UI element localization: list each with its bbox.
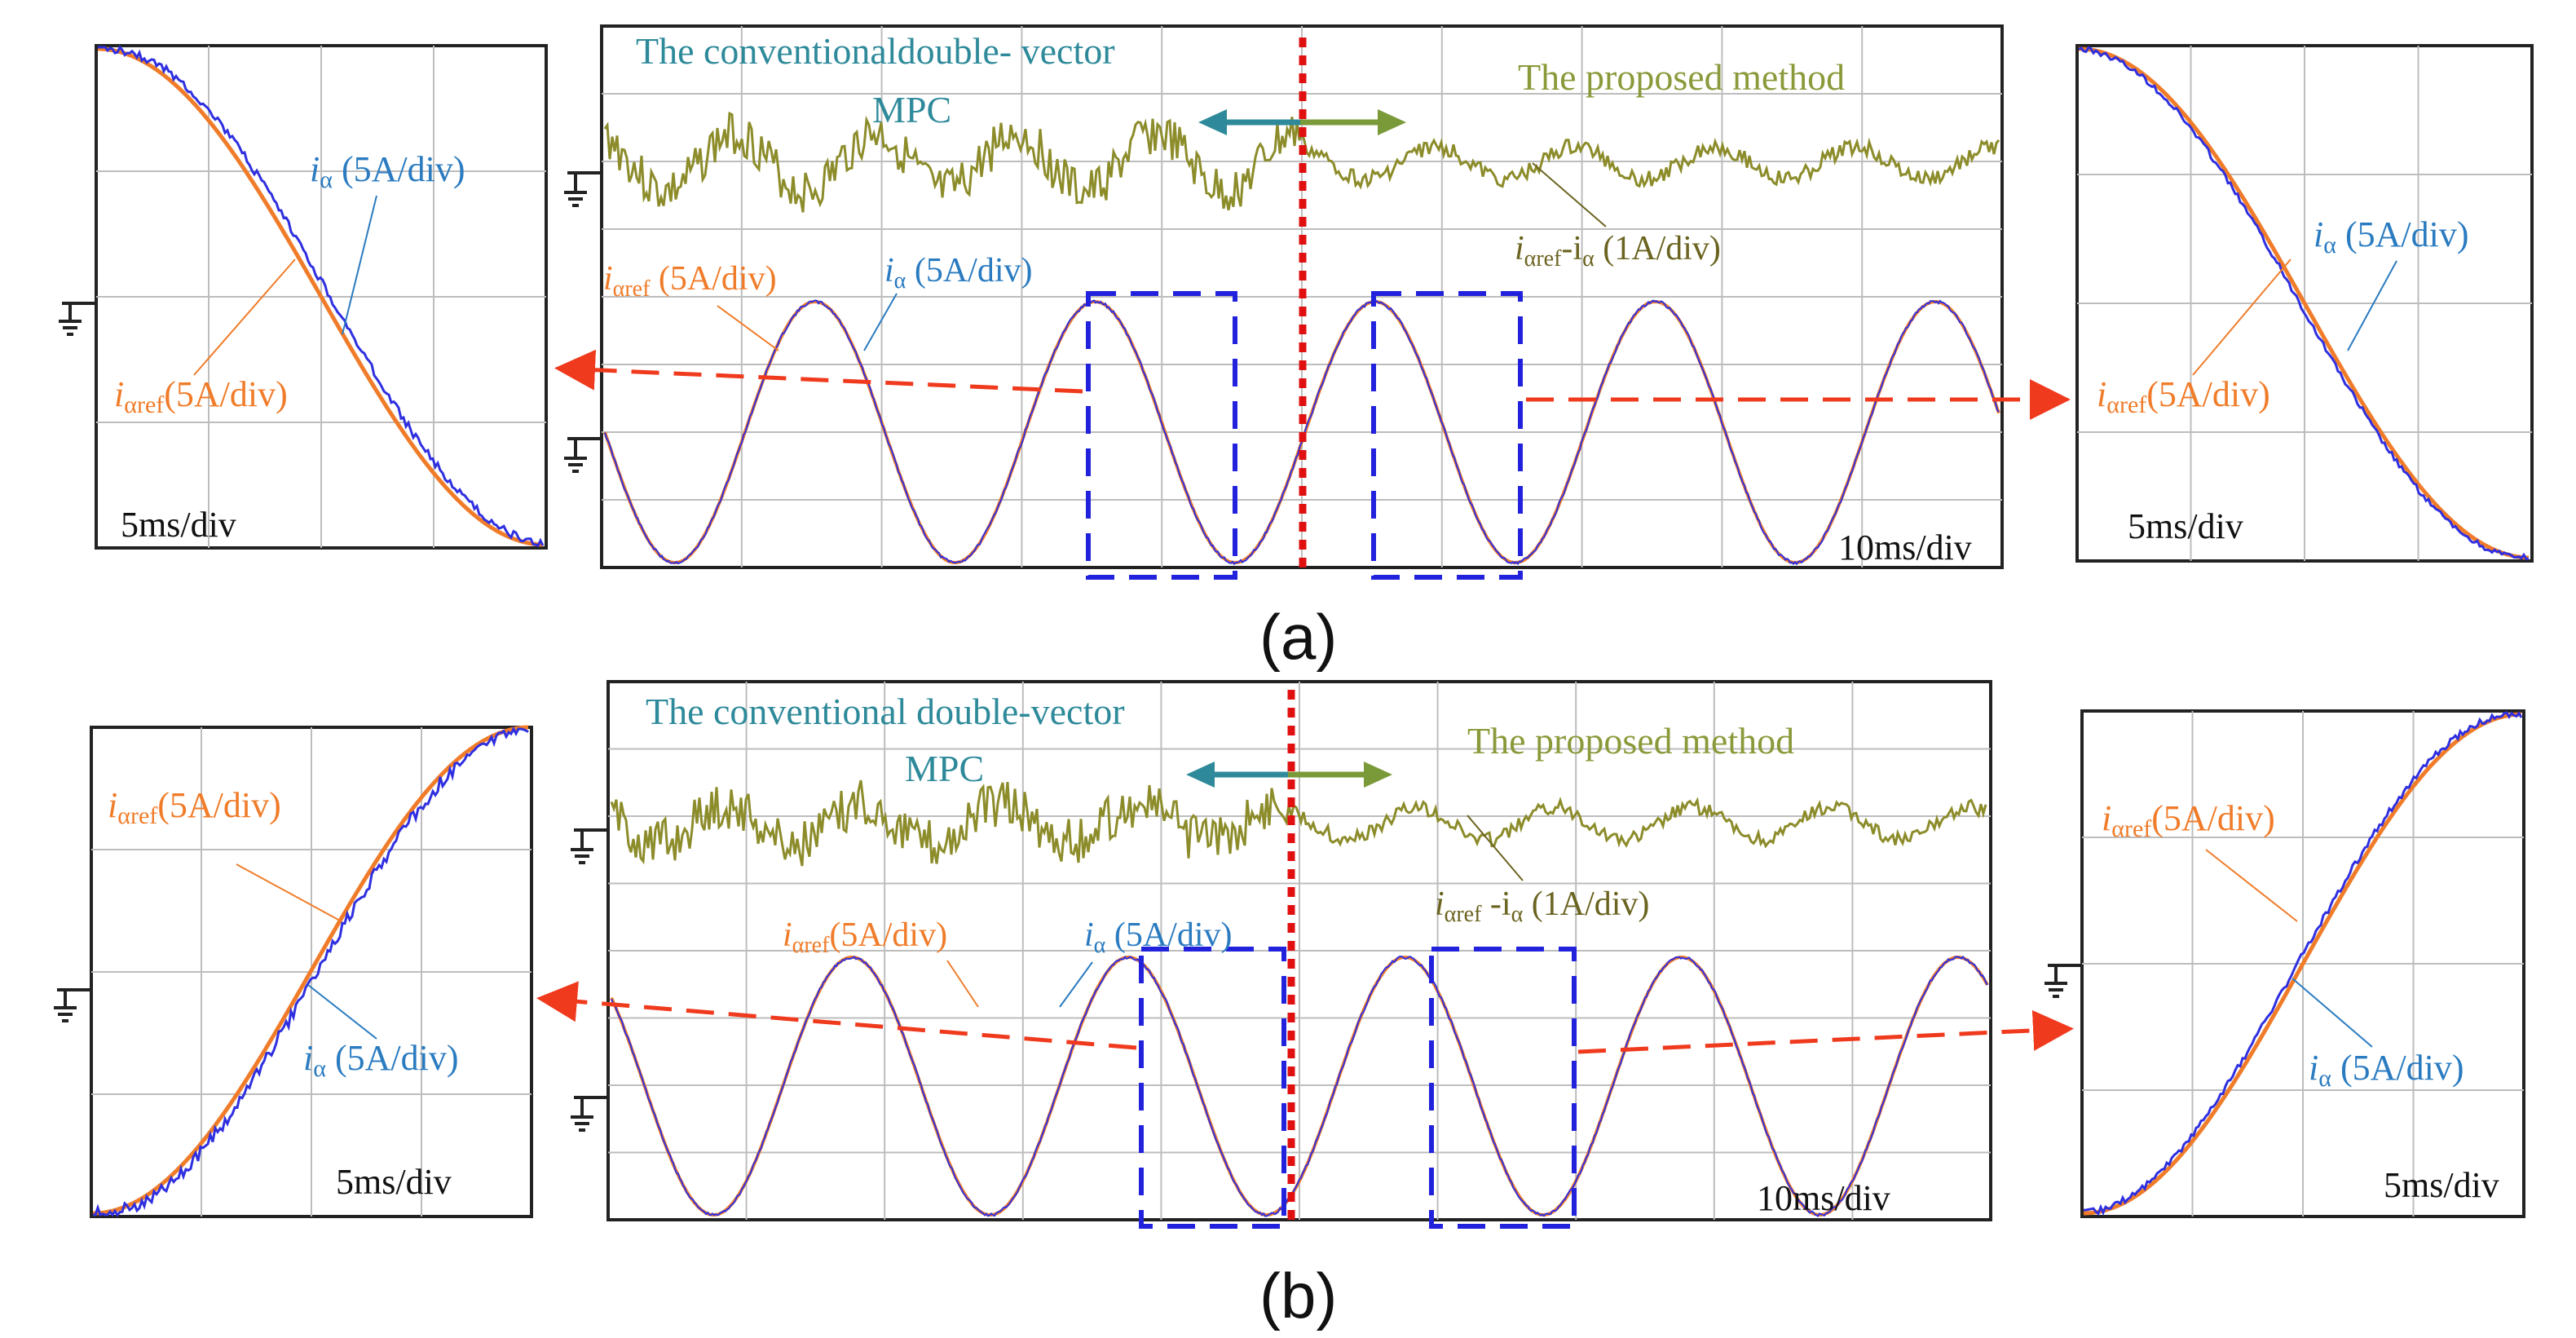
panel-b-zoom-box-right (1429, 947, 1577, 1229)
caption-b: (b) (1259, 1260, 1337, 1331)
panel-a-zoom-right-ialpha-trace (2078, 46, 2529, 560)
panel-b-main-timescale: 10ms/div (1757, 1178, 1890, 1218)
panel-a-ground-icon-current (564, 437, 602, 473)
panel-a-zoom-right-timescale: 5ms/div (2128, 506, 2243, 546)
panel-b-zoom-right-iref-leader (2205, 849, 2298, 922)
panel-b-title-conventional: The conventional double-vector (646, 691, 1125, 732)
panel-a-main-scope: The conventionaldouble- vector MPC The p… (564, 24, 2004, 580)
panel-a-zoom-left-iref-label: iαref(5A/div) (114, 374, 288, 418)
panel-a-ialpha-leader (863, 293, 898, 351)
panel-a: The conventionaldouble- vector MPC The p… (59, 24, 2534, 673)
panel-a-zoom-right-ialpha-label: iα (5A/div) (2314, 214, 2468, 258)
panel-b-ialpha-label: iα (5A/div) (1084, 916, 1233, 958)
panel-b-zoom-left-timescale: 5ms/div (336, 1162, 452, 1202)
panel-a-title-proposed: The proposed method (1518, 56, 1845, 98)
panel-b-title-proposed: The proposed method (1467, 720, 1794, 762)
panel-a-error-label: iαref-iα (1A/div) (1515, 230, 1721, 272)
panel-b-title-conventional-line2: MPC (905, 748, 984, 789)
panel-b-zoom-left-iref-leader (236, 863, 339, 921)
panel-a-ialpha-label: iα (5A/div) (884, 252, 1033, 294)
panel-a-title-conventional-line2: MPC (872, 89, 951, 130)
panel-a-ground-icon-error (564, 171, 602, 207)
panel-a-title-conventional: The conventionaldouble- vector (636, 30, 1115, 72)
panel-b-zoom-right-ialpha-trace (2083, 711, 2523, 1216)
panel-b-zoom-right-ialpha-leader (2291, 978, 2373, 1048)
panel-a-zoom-right-iref-trace (2079, 46, 2530, 560)
panel-b-zoom-right-grid (2082, 711, 2524, 1217)
panel-b-zoom-left-ialpha-label: iα (5A/div) (303, 1038, 458, 1082)
panel-b-zoom-right: iαref(5A/div) iα (5A/div) 5ms/div (2044, 709, 2525, 1218)
panel-b-method-arrow (1186, 762, 1392, 788)
panel-b-zoom-left-iref-trace (93, 725, 529, 1216)
panel-b-zoom-left-iref-label: iαref(5A/div) (108, 785, 281, 829)
panel-a-zoom-right-iref-label: iαref(5A/div) (2097, 374, 2270, 418)
panel-b-zoom-box-left (1139, 947, 1286, 1229)
panel-b-zoom-left-ialpha-trace (93, 726, 529, 1217)
panel-b-zoom-right-iref-label: iαref(5A/div) (2102, 798, 2275, 842)
panel-a-zoom-left-ialpha-leader (342, 195, 377, 335)
panel-b-iref-label: iαref(5A/div) (783, 916, 947, 958)
panel-b-error-leader (1467, 815, 1524, 881)
panel-b-zoom-right-timescale: 5ms/div (2384, 1165, 2499, 1205)
panel-a-zoom-left-ialpha-trace (98, 45, 545, 548)
panel-a-zoom-left-ialpha-label: iα (5A/div) (310, 149, 465, 193)
panel-b-main-scope: The conventional double-vector MPC The p… (571, 680, 1992, 1229)
panel-a-method-arrow (1198, 109, 1406, 135)
panel-b-zoom-left-ground-icon (54, 988, 91, 1022)
panel-b-zoom-left: iαref(5A/div) iα (5A/div) 5ms/div (54, 725, 533, 1218)
panel-a-main-timescale: 10ms/div (1838, 528, 1972, 567)
panel-b-iref-leader (946, 960, 979, 1008)
panel-b-arrow-to-left-zoom (536, 981, 1137, 1050)
panel-b-error-trace (610, 779, 1987, 867)
panel-a-zoom-left: iα (5A/div) iαref(5A/div) 5ms/div (59, 44, 548, 550)
panel-b-ground-icon-error (571, 828, 608, 864)
panel-b-ground-icon-current (571, 1096, 608, 1132)
panel-a-zoom-left-iref-leader (193, 258, 296, 376)
panel-a-iref-leader (717, 305, 779, 351)
panel-a-zoom-right-iref-leader (2192, 258, 2291, 376)
panel-b-ialpha-trace (611, 955, 1988, 1217)
panel-b-zoom-right-ialpha-label: iα (5A/div) (2309, 1048, 2464, 1092)
panel-a-zoom-left-iref-trace (98, 46, 544, 547)
panel-b-arrow-to-right-zoom (1577, 1009, 2074, 1054)
panel-a-zoom-right-ialpha-leader (2347, 260, 2397, 351)
panel-b-error-label: iαref -iα (1A/div) (1435, 885, 1649, 927)
panel-b-ialpha-leader (1059, 961, 1093, 1008)
panel-b-zoom-left-ialpha-leader (307, 984, 377, 1040)
panel-b-zoom-right-iref-trace (2084, 712, 2522, 1216)
panel-b-zoom-right-ground-icon (2044, 964, 2082, 998)
panel-a-arrow-to-left-zoom (554, 349, 1083, 394)
panel-a-zoom-right: iα (5A/div) iαref(5A/div) 5ms/div (2075, 44, 2534, 563)
panel-a-zoom-left-timescale: 5ms/div (121, 505, 236, 545)
panel-a-ialpha-trace (604, 299, 2000, 566)
panel-a-error-leader (1532, 162, 1607, 227)
caption-a: (a) (1259, 601, 1337, 673)
panel-a-iref-label: iαref (5A/div) (603, 260, 777, 302)
panel-a-zoom-left-ground-icon (59, 302, 96, 336)
panel-b: The conventional double-vector MPC The p… (54, 680, 2525, 1331)
